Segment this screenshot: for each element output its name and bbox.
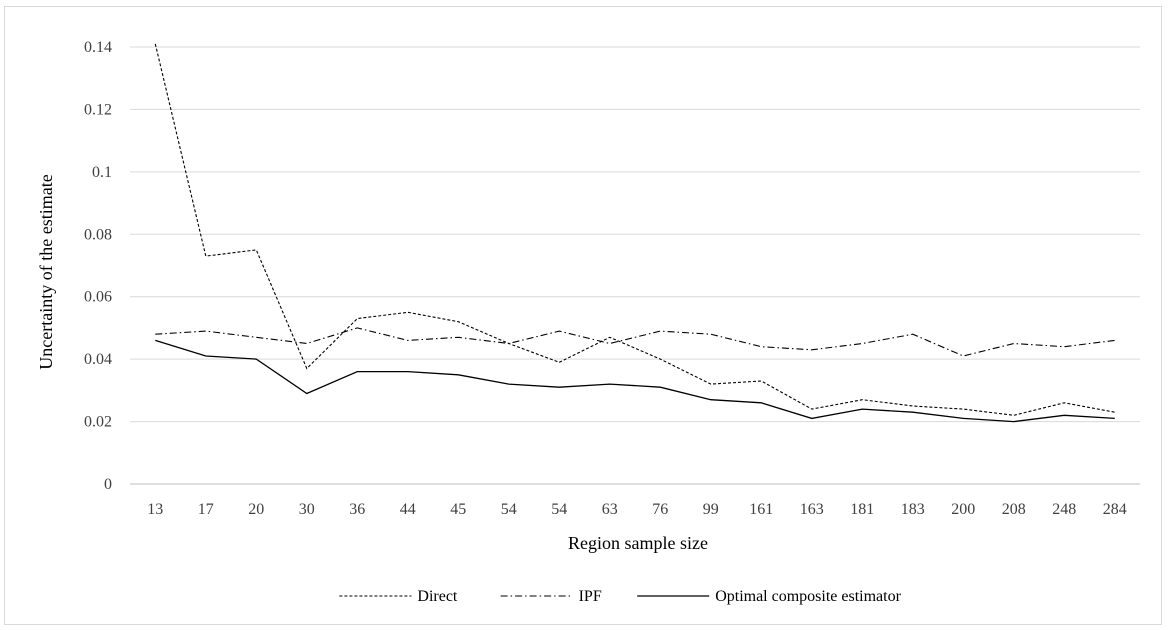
gridlines [130,46,1140,485]
x-tick-label: 284 [1103,501,1127,518]
y-axis-title: Uncertainty of the estimate [36,174,56,369]
y-tick-label: 0.14 [84,39,112,56]
series-line-direct [154,43,1115,416]
y-tick-label: 0.02 [84,414,112,431]
series-lines [154,43,1115,423]
y-tick-label: 0.1 [92,164,112,181]
x-tick-label: 76 [652,501,668,518]
x-tick-label: 63 [602,501,618,518]
y-axis-ticks: 0 0.02 0.04 0.06 0.08 0.1 0.12 0.14 [84,39,112,493]
x-tick-label: 36 [349,501,365,518]
x-tick-label: 54 [551,501,567,518]
x-tick-label: 161 [749,501,773,518]
x-axis-title: Region sample size [568,533,708,553]
x-tick-label: 44 [400,501,416,518]
x-tick-label: 208 [1002,501,1026,518]
y-tick-label: 0.08 [84,226,112,243]
x-tick-label: 20 [248,501,264,518]
x-tick-label: 45 [450,501,466,518]
series-line-optimal-composite-estimator [155,339,1115,423]
y-tick-label: 0.06 [84,289,112,306]
x-tick-label: 30 [299,501,315,518]
x-tick-label: 54 [501,501,517,518]
x-tick-label: 17 [198,501,214,518]
y-tick-label: 0.04 [84,351,112,368]
legend-item: Optimal composite estimator [637,588,902,605]
legend-item: Direct [339,588,458,605]
x-tick-label: 181 [850,501,874,518]
x-tick-label: 200 [951,501,975,518]
x-tick-label: 183 [901,501,925,518]
legend-label: Direct [417,588,458,605]
y-tick-label: 0 [104,476,112,493]
legend: Direct IPF Optimal composite estimator [339,588,902,605]
x-tick-label: 99 [703,501,719,518]
x-axis-ticks: 13 17 20 30 36 44 45 54 54 63 76 99 161 163 181 183 200 2… [147,501,1127,518]
x-tick-label: 13 [147,501,163,518]
y-tick-label: 0.12 [84,101,112,118]
x-tick-label: 163 [800,501,824,518]
series-line-ipf [155,327,1115,357]
legend-item: IPF [500,588,602,605]
x-tick-label: 248 [1052,501,1076,518]
legend-label: Optimal composite estimator [715,588,901,605]
legend-label: IPF [579,588,602,605]
